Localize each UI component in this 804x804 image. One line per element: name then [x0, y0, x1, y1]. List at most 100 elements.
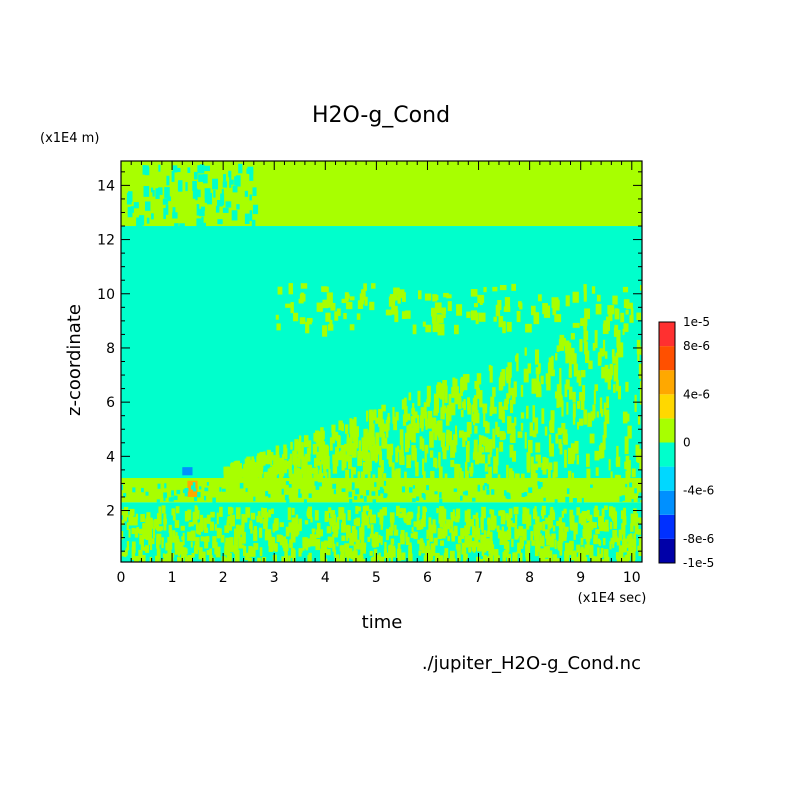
- texture-streak: [440, 528, 445, 535]
- texture-streak: [206, 482, 209, 486]
- texture-streak: [335, 522, 339, 534]
- texture-streak: [172, 165, 178, 173]
- texture-streak: [570, 333, 575, 340]
- texture-streak: [393, 470, 397, 488]
- texture-streak: [483, 436, 487, 447]
- texture-streak: [163, 553, 166, 562]
- texture-streak: [583, 291, 587, 302]
- texture-streak: [156, 513, 162, 525]
- texture-streak: [570, 347, 575, 365]
- texture-streak: [163, 518, 167, 525]
- texture-streak: [426, 529, 429, 540]
- y-tick-label: 2: [106, 504, 115, 520]
- texture-streak: [550, 550, 553, 562]
- texture-streak: [386, 416, 391, 423]
- texture-streak: [634, 523, 639, 535]
- texture-streak: [369, 515, 373, 524]
- texture-streak: [244, 458, 248, 467]
- texture-streak: [508, 380, 511, 399]
- texture-streak: [331, 514, 336, 526]
- texture-streak: [140, 543, 145, 551]
- texture-streak: [298, 549, 302, 557]
- texture-streak: [360, 558, 366, 562]
- texture-streak: [559, 334, 565, 351]
- texture-streak: [292, 522, 298, 534]
- texture-streak: [520, 422, 524, 431]
- texture-streak: [355, 517, 361, 527]
- texture-streak: [430, 470, 435, 487]
- texture-streak: [516, 528, 520, 538]
- texture-streak: [347, 510, 351, 521]
- texture-streak: [394, 473, 399, 486]
- texture-streak: [136, 217, 141, 227]
- texture-streak: [454, 463, 459, 479]
- texture-streak: [144, 201, 151, 211]
- x-tick-label: 0: [117, 570, 126, 586]
- texture-streak: [367, 468, 371, 484]
- texture-streak: [578, 513, 582, 524]
- colorbar-segment: [659, 322, 675, 347]
- texture-streak: [441, 307, 447, 314]
- texture-streak: [325, 312, 331, 322]
- texture-streak: [432, 294, 438, 302]
- texture-streak: [341, 535, 346, 542]
- texture-streak: [611, 349, 615, 358]
- texture-streak: [230, 514, 235, 527]
- texture-streak: [363, 496, 367, 502]
- texture-streak: [527, 546, 531, 559]
- texture-streak: [190, 541, 193, 548]
- texture-streak: [630, 538, 634, 546]
- texture-streak: [199, 514, 204, 527]
- texture-streak: [505, 367, 509, 381]
- texture-streak: [410, 533, 416, 538]
- texture-streak: [424, 444, 429, 454]
- texture-streak: [559, 522, 564, 532]
- texture-streak: [548, 357, 552, 369]
- texture-streak: [619, 342, 624, 358]
- texture-streak: [317, 482, 320, 486]
- texture-streak: [178, 180, 183, 192]
- texture-streak: [536, 374, 540, 390]
- texture-streak: [267, 529, 272, 538]
- texture-streak: [565, 345, 569, 364]
- texture-streak: [353, 544, 357, 552]
- texture-streak: [561, 400, 564, 417]
- texture-streak: [558, 538, 562, 551]
- texture-streak: [474, 303, 478, 308]
- texture-streak: [570, 452, 573, 459]
- texture-streak: [421, 493, 425, 498]
- texture-streak: [621, 548, 626, 553]
- texture-streak: [599, 449, 605, 458]
- texture-streak: [303, 499, 307, 505]
- texture-streak: [128, 528, 131, 538]
- texture-streak: [328, 301, 332, 308]
- texture-streak: [511, 283, 516, 291]
- texture-streak: [482, 542, 487, 553]
- texture-streak: [515, 551, 518, 562]
- texture-streak: [182, 532, 185, 545]
- texture-streak: [532, 430, 537, 438]
- texture-streak: [336, 542, 339, 547]
- texture-streak: [446, 405, 452, 422]
- texture-streak: [308, 440, 312, 454]
- texture-streak: [564, 384, 568, 398]
- texture-streak: [366, 410, 369, 422]
- texture-streak: [554, 391, 558, 399]
- texture-streak: [625, 455, 630, 470]
- texture-streak: [512, 450, 517, 462]
- texture-streak: [322, 286, 329, 293]
- texture-streak: [558, 517, 562, 525]
- texture-streak: [193, 496, 198, 502]
- texture-streak: [144, 545, 150, 553]
- texture-streak: [565, 496, 570, 503]
- texture-streak: [390, 545, 396, 552]
- texture-streak: [418, 550, 422, 556]
- texture-streak: [453, 434, 458, 446]
- texture-streak: [463, 553, 466, 562]
- texture-streak: [438, 452, 441, 468]
- colorbar-frame: [658, 321, 676, 564]
- texture-streak: [446, 522, 451, 530]
- texture-streak: [316, 431, 321, 447]
- texture-streak: [168, 497, 172, 502]
- texture-streak: [314, 510, 319, 521]
